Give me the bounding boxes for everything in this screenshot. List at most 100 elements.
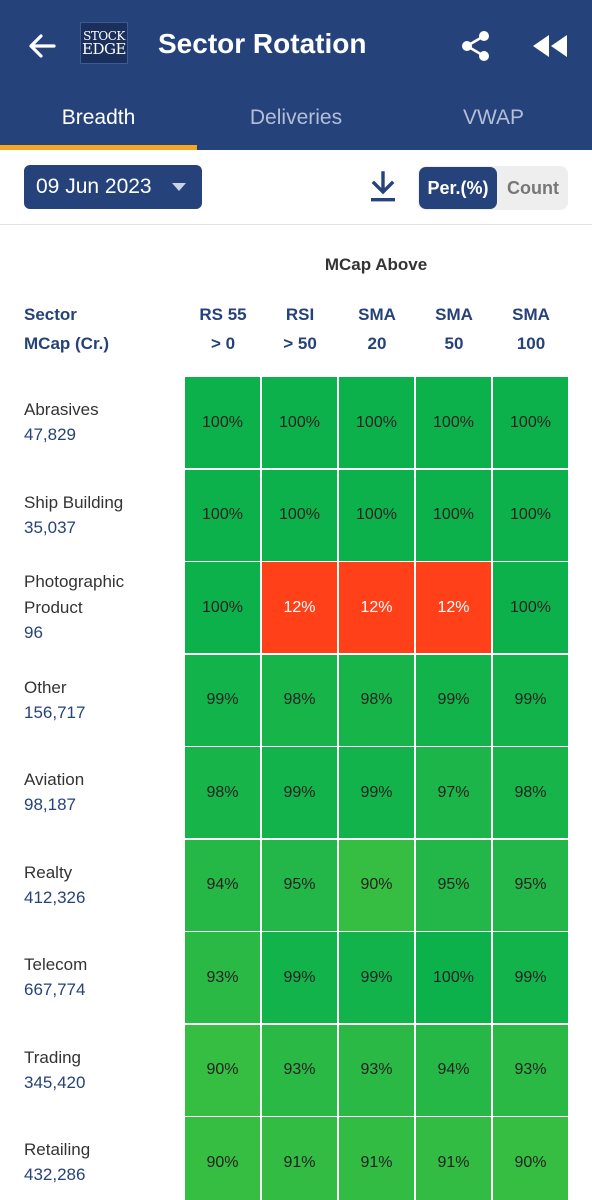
heatmap-cell[interactable]: 100% bbox=[493, 377, 568, 468]
heatmap-cell[interactable]: 99% bbox=[185, 654, 260, 746]
tab-breadth[interactable]: Breadth bbox=[61, 106, 136, 129]
count-toggle-button[interactable]: Count bbox=[507, 178, 559, 198]
sector-mcap: 667,774 bbox=[24, 980, 86, 999]
heatmap-cell[interactable]: 97% bbox=[416, 747, 491, 838]
back-button[interactable] bbox=[22, 26, 62, 66]
sector-mcap: 432,286 bbox=[24, 1165, 86, 1184]
heatmap-cell[interactable]: 93% bbox=[339, 1024, 414, 1116]
heatmap-cell[interactable]: 99% bbox=[493, 932, 568, 1023]
heatmap-cell[interactable]: 99% bbox=[339, 932, 414, 1023]
column-header[interactable]: SMA 100 bbox=[493, 300, 569, 358]
share-icon bbox=[462, 31, 489, 61]
group-header: MCap Above bbox=[324, 255, 428, 274]
heatmap-cell[interactable]: 99% bbox=[339, 747, 414, 838]
sector-mcap: 345,420 bbox=[24, 1072, 86, 1092]
percent-toggle-button[interactable]: Per.(%) bbox=[419, 167, 497, 209]
logo-text-top: STOCK bbox=[83, 29, 125, 43]
column-header[interactable]: SMA 50 bbox=[416, 300, 492, 358]
heatmap-cell[interactable]: 100% bbox=[493, 469, 568, 561]
app-bar: STOCK EDGE Sector Rotation Breadth Deliv… bbox=[0, 0, 592, 150]
column-header-line1: SMA bbox=[435, 305, 473, 324]
sector-name: Realty bbox=[24, 862, 73, 882]
heatmap-cell[interactable]: 93% bbox=[185, 932, 260, 1023]
chevron-down-icon bbox=[172, 183, 186, 191]
sector-row-label[interactable]: Realty 412,326 bbox=[24, 839, 180, 931]
heatmap-cell[interactable]: 91% bbox=[339, 1117, 414, 1200]
heatmap-cell[interactable]: 91% bbox=[416, 1117, 491, 1200]
heatmap-cell[interactable]: 100% bbox=[262, 469, 337, 561]
column-header[interactable]: SMA 20 bbox=[339, 300, 415, 358]
mcap-header-label: MCap (Cr.) bbox=[24, 334, 109, 353]
sector-row-label[interactable]: Photographic Product 96 bbox=[24, 561, 180, 653]
heatmap-cell[interactable]: 100% bbox=[185, 377, 260, 468]
heatmap-cell[interactable]: 12% bbox=[262, 562, 337, 653]
sector-mcap: 412,326 bbox=[24, 887, 86, 907]
heatmap-cell[interactable]: 94% bbox=[185, 839, 260, 931]
heatmap-cell[interactable]: 98% bbox=[262, 654, 337, 746]
heatmap-cell[interactable]: 12% bbox=[416, 562, 491, 653]
sector-row-label[interactable]: Retailing 432,286 bbox=[24, 1116, 180, 1200]
heatmap-cell[interactable]: 94% bbox=[416, 1024, 491, 1116]
heatmap-cell[interactable]: 95% bbox=[262, 839, 337, 931]
page-title: Sector Rotation bbox=[158, 28, 367, 59]
heatmap-cell[interactable]: 100% bbox=[493, 562, 568, 653]
heatmap-cell[interactable]: 90% bbox=[185, 1024, 260, 1116]
heatmap-cell[interactable]: 100% bbox=[416, 932, 491, 1023]
back-arrow-icon bbox=[29, 34, 56, 58]
heatmap-cell[interactable]: 12% bbox=[339, 562, 414, 653]
heatmap-cell[interactable]: 100% bbox=[185, 562, 260, 653]
heatmap-cell[interactable]: 91% bbox=[262, 1117, 337, 1200]
sector-name: Aviation bbox=[24, 770, 85, 789]
column-header-line2: 100 bbox=[516, 334, 546, 353]
tab-deliveries[interactable]: Deliveries bbox=[249, 106, 343, 129]
heatmap-cell[interactable]: 100% bbox=[339, 377, 414, 468]
heatmap-cell[interactable]: 93% bbox=[262, 1024, 337, 1116]
sector-name: Telecom bbox=[24, 955, 88, 974]
sector-row-label[interactable]: Telecom 667,774 bbox=[24, 931, 180, 1023]
heatmap-cell[interactable]: 98% bbox=[493, 747, 568, 838]
column-header-line2: > 0 bbox=[210, 334, 236, 353]
share-button[interactable] bbox=[456, 26, 496, 66]
sector-row-label[interactable]: Ship Building 35,037 bbox=[24, 469, 180, 561]
sector-name: Photographic Product bbox=[24, 572, 125, 617]
heatmap-cell[interactable]: 100% bbox=[185, 469, 260, 561]
heatmap-cell[interactable]: 100% bbox=[262, 377, 337, 468]
sector-name: Retailing bbox=[24, 1140, 91, 1159]
column-header-line2: 20 bbox=[367, 334, 387, 353]
heatmap-cell[interactable]: 95% bbox=[493, 839, 568, 931]
sector-row-label[interactable]: Other 156,717 bbox=[24, 654, 180, 746]
heatmap-cell[interactable]: 90% bbox=[493, 1117, 568, 1200]
sector-mcap: 96 bbox=[24, 623, 43, 642]
heatmap-cell[interactable]: 90% bbox=[185, 1117, 260, 1200]
stockedge-logo: STOCK EDGE bbox=[80, 22, 128, 64]
column-header-line1: SMA bbox=[512, 305, 550, 324]
sector-mcap: 98,187 bbox=[24, 795, 76, 814]
column-header[interactable]: RSI > 50 bbox=[262, 300, 338, 358]
sector-row-label[interactable]: Abrasives 47,829 bbox=[24, 376, 180, 468]
sector-column-header: Sector MCap (Cr.) bbox=[24, 300, 109, 358]
sector-row-label[interactable]: Trading 345,420 bbox=[24, 1024, 180, 1116]
tab-vwap[interactable]: VWAP bbox=[462, 106, 525, 129]
heatmap-cell[interactable]: 93% bbox=[493, 1024, 568, 1116]
sector-name: Ship Building bbox=[24, 492, 124, 512]
heatmap-cell[interactable]: 98% bbox=[339, 654, 414, 746]
display-mode-toggle: Per.(%) Count bbox=[418, 166, 568, 210]
date-selector[interactable]: 09 Jun 2023 bbox=[24, 165, 202, 209]
column-header[interactable]: RS 55 > 0 bbox=[185, 300, 261, 358]
download-button[interactable] bbox=[364, 168, 402, 206]
heatmap-cell[interactable]: 100% bbox=[416, 469, 491, 561]
sector-row-label[interactable]: Aviation 98,187 bbox=[24, 746, 180, 838]
heatmap-cell[interactable]: 99% bbox=[493, 654, 568, 746]
divider bbox=[0, 224, 592, 225]
column-header-line1: SMA bbox=[358, 305, 396, 324]
heatmap-cell[interactable]: 99% bbox=[262, 932, 337, 1023]
heatmap-cell[interactable]: 99% bbox=[262, 747, 337, 838]
heatmap-cell[interactable]: 95% bbox=[416, 839, 491, 931]
rewind-button[interactable] bbox=[528, 26, 572, 66]
heatmap-cell[interactable]: 98% bbox=[185, 747, 260, 838]
rewind-icon bbox=[533, 35, 567, 57]
heatmap-cell[interactable]: 100% bbox=[416, 377, 491, 468]
heatmap-cell[interactable]: 99% bbox=[416, 654, 491, 746]
heatmap-cell[interactable]: 100% bbox=[339, 469, 414, 561]
heatmap-cell[interactable]: 90% bbox=[339, 839, 414, 931]
